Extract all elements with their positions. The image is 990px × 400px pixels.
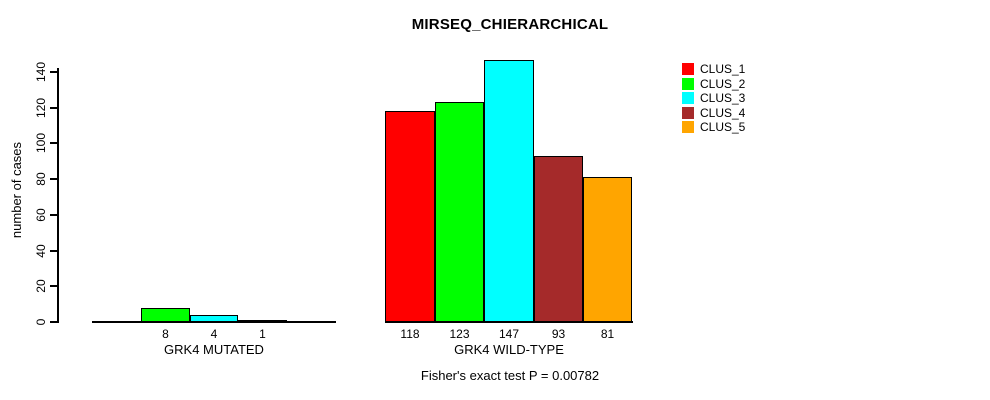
y-tick-label-0: 0 bbox=[34, 318, 48, 326]
legend-label-clus_1: CLUS_1 bbox=[700, 62, 746, 76]
bar-value-label-clus_3-mutated: 4 bbox=[210, 327, 218, 341]
legend-swatch-clus_4 bbox=[682, 107, 694, 119]
y-tick-80 bbox=[50, 178, 57, 180]
legend-label-clus_2: CLUS_2 bbox=[700, 77, 746, 91]
y-tick-140 bbox=[50, 71, 57, 73]
bar-clus_5-wildtype bbox=[583, 177, 632, 322]
bar-value-label-clus_5-wildtype: 81 bbox=[600, 327, 615, 341]
bar-value-label-clus_3-wildtype: 147 bbox=[498, 327, 520, 341]
y-tick-40 bbox=[50, 250, 57, 252]
legend-label-clus_5: CLUS_5 bbox=[700, 120, 746, 134]
y-tick-label-60: 60 bbox=[34, 208, 48, 222]
legend-label-clus_3: CLUS_3 bbox=[700, 91, 746, 105]
legend-swatch-clus_3 bbox=[682, 92, 694, 104]
y-axis-line bbox=[57, 68, 59, 323]
bar-value-label-clus_1-wildtype: 118 bbox=[400, 327, 420, 341]
fisher-test-annotation: Fisher's exact test P = 0.00782 bbox=[420, 368, 600, 383]
y-tick-label-100: 100 bbox=[34, 132, 48, 154]
bar-clus_3-mutated bbox=[190, 315, 238, 322]
bar-clus_2-wildtype bbox=[435, 102, 484, 322]
chart-title: MIRSEQ_CHIERARCHICAL bbox=[411, 16, 609, 33]
y-axis-title: number of cases bbox=[9, 141, 24, 239]
y-tick-20 bbox=[50, 285, 57, 287]
bar-clus_1-wildtype bbox=[385, 111, 435, 322]
y-tick-label-120: 120 bbox=[34, 97, 48, 119]
legend-label-clus_4: CLUS_4 bbox=[700, 106, 746, 120]
legend-swatch-clus_2 bbox=[682, 78, 694, 90]
group-label-mutated: GRK4 MUTATED bbox=[164, 342, 264, 357]
y-tick-120 bbox=[50, 107, 57, 109]
y-tick-0 bbox=[50, 321, 57, 323]
y-tick-label-20: 20 bbox=[34, 279, 48, 293]
x-axis-baseline-wildtype bbox=[385, 321, 633, 323]
y-tick-100 bbox=[50, 142, 57, 144]
bar-value-label-clus_4-wildtype: 93 bbox=[551, 327, 566, 341]
legend-swatch-clus_5 bbox=[682, 121, 694, 133]
y-tick-label-40: 40 bbox=[34, 244, 48, 258]
bar-clus_3-wildtype bbox=[484, 60, 534, 322]
y-tick-label-80: 80 bbox=[34, 172, 48, 186]
bar-clus_4-mutated bbox=[238, 320, 287, 322]
y-tick-60 bbox=[50, 214, 57, 216]
bar-value-label-clus_2-mutated: 8 bbox=[162, 327, 169, 341]
bar-value-label-clus_2-wildtype: 123 bbox=[449, 327, 470, 341]
bar-value-label-clus_4-mutated: 1 bbox=[259, 327, 266, 341]
bar-clus_2-mutated bbox=[141, 308, 190, 322]
x-axis-baseline-mutated bbox=[92, 321, 336, 323]
group-label-wildtype: GRK4 WILD-TYPE bbox=[454, 342, 564, 357]
legend-swatch-clus_1 bbox=[682, 63, 694, 75]
y-tick-label-140: 140 bbox=[34, 61, 48, 83]
bar-clus_4-wildtype bbox=[534, 156, 583, 322]
